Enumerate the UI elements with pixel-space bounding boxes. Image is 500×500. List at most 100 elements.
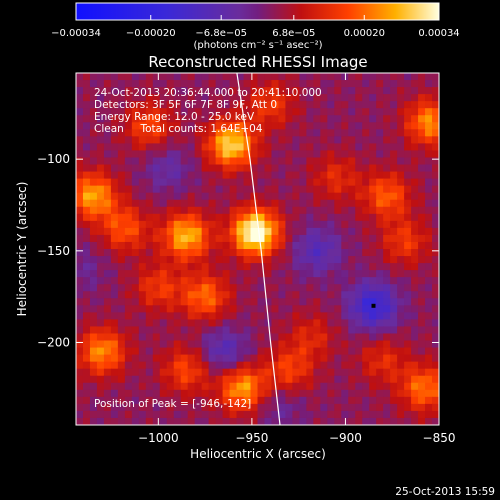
heatmap-cell xyxy=(425,73,433,81)
heatmap-cell xyxy=(418,199,426,208)
heatmap-cell xyxy=(124,101,133,109)
heatmap-cell xyxy=(124,347,133,356)
heatmap-cell xyxy=(327,241,335,250)
heatmap-cell xyxy=(236,389,245,398)
heatmap-cell xyxy=(76,136,84,144)
heatmap-cell xyxy=(404,305,412,313)
heatmap-cell xyxy=(404,206,412,215)
heatmap-cell xyxy=(257,256,266,264)
heatmap-cell xyxy=(180,291,189,299)
heatmap-cell xyxy=(117,403,126,412)
heatmap-cell xyxy=(131,115,140,123)
heatmap-cell xyxy=(383,389,391,398)
heatmap-cell xyxy=(404,115,412,123)
heatmap-cell xyxy=(187,178,196,187)
heatmap-cell xyxy=(229,326,238,335)
heatmap-cell xyxy=(355,101,363,109)
heatmap-cell xyxy=(271,178,280,187)
heatmap-cell xyxy=(145,305,154,313)
heatmap-cell xyxy=(348,326,356,335)
heatmap-cell xyxy=(292,150,300,159)
heatmap-cell xyxy=(166,319,175,328)
heatmap-cell xyxy=(138,220,147,229)
heatmap-cell xyxy=(110,263,119,271)
heatmap-cell xyxy=(292,73,300,81)
heatmap-cell xyxy=(89,199,98,208)
heatmap-cell xyxy=(131,171,140,180)
heatmap-cell xyxy=(271,143,280,152)
heatmap-cell xyxy=(110,277,119,285)
heatmap-cell xyxy=(418,136,426,144)
heatmap-cell xyxy=(397,410,405,419)
heatmap-cell xyxy=(201,319,210,328)
heatmap-cell xyxy=(264,178,273,187)
heatmap-cell xyxy=(425,136,433,144)
heatmap-cell xyxy=(229,122,238,130)
heatmap-cell xyxy=(320,171,328,180)
heatmap-cell xyxy=(425,80,433,88)
heatmap-cell xyxy=(96,305,105,313)
heatmap-cell xyxy=(96,277,105,285)
heatmap-cell xyxy=(82,192,91,201)
heatmap-cell xyxy=(236,101,245,109)
heatmap-cell xyxy=(348,354,356,363)
heatmap-cell xyxy=(264,382,273,391)
heatmap-cell xyxy=(418,382,426,391)
heatmap-cell xyxy=(103,185,112,194)
heatmap-cell xyxy=(131,319,140,328)
heatmap-cell xyxy=(264,73,273,81)
heatmap-cell xyxy=(229,403,238,412)
heatmap-cell xyxy=(362,319,370,328)
heatmap-cell xyxy=(348,171,356,180)
heatmap-cell xyxy=(299,326,307,335)
heatmap-cell xyxy=(180,213,189,222)
heatmap-cell xyxy=(124,157,133,166)
heatmap-cell xyxy=(257,157,266,166)
heatmap-cell xyxy=(110,368,119,377)
heatmap-cell xyxy=(355,375,363,384)
heatmap-cell xyxy=(96,192,105,201)
heatmap-cell xyxy=(222,270,231,278)
heatmap-cell xyxy=(355,389,363,398)
heatmap-cell xyxy=(243,213,252,222)
heatmap-cell xyxy=(411,333,419,342)
heatmap-cell xyxy=(355,150,363,159)
heatmap-cell xyxy=(201,263,210,271)
heatmap-cell xyxy=(341,249,349,257)
heatmap-cell xyxy=(159,185,168,194)
heatmap-cell xyxy=(418,73,426,81)
heatmap-cell xyxy=(89,157,98,166)
heatmap-cell xyxy=(208,284,217,292)
heatmap-cell xyxy=(404,403,412,412)
heatmap-cell xyxy=(194,375,203,384)
heatmap-cell xyxy=(243,150,252,159)
heatmap-cell xyxy=(103,213,112,222)
heatmap-cell xyxy=(404,319,412,328)
heatmap-cell xyxy=(348,319,356,328)
heatmap-cell xyxy=(138,206,147,215)
heatmap-cell xyxy=(411,326,419,335)
heatmap-cell xyxy=(173,375,182,384)
heatmap-cell xyxy=(215,115,224,123)
heatmap-cell xyxy=(306,171,314,180)
heatmap-cell xyxy=(292,375,300,384)
heatmap-cell xyxy=(131,87,140,95)
heatmap-cell xyxy=(124,312,133,320)
heatmap-cell xyxy=(138,192,147,201)
heatmap-cell xyxy=(278,129,287,137)
heatmap-cell xyxy=(418,298,426,306)
heatmap-cell xyxy=(236,368,245,377)
heatmap-cell xyxy=(243,101,252,109)
heatmap-cell xyxy=(250,410,259,419)
heatmap-cell xyxy=(131,241,140,250)
heatmap-cell xyxy=(390,80,398,88)
heatmap-cell xyxy=(138,347,147,356)
heatmap-cell xyxy=(334,326,342,335)
heatmap-cell xyxy=(117,305,126,313)
heatmap-cell xyxy=(369,94,377,102)
heatmap-cell xyxy=(76,396,84,405)
heatmap-cell xyxy=(215,249,224,257)
heatmap-cell xyxy=(425,220,433,229)
x-tick-label: −850 xyxy=(423,431,456,445)
heatmap-cell xyxy=(229,136,238,144)
